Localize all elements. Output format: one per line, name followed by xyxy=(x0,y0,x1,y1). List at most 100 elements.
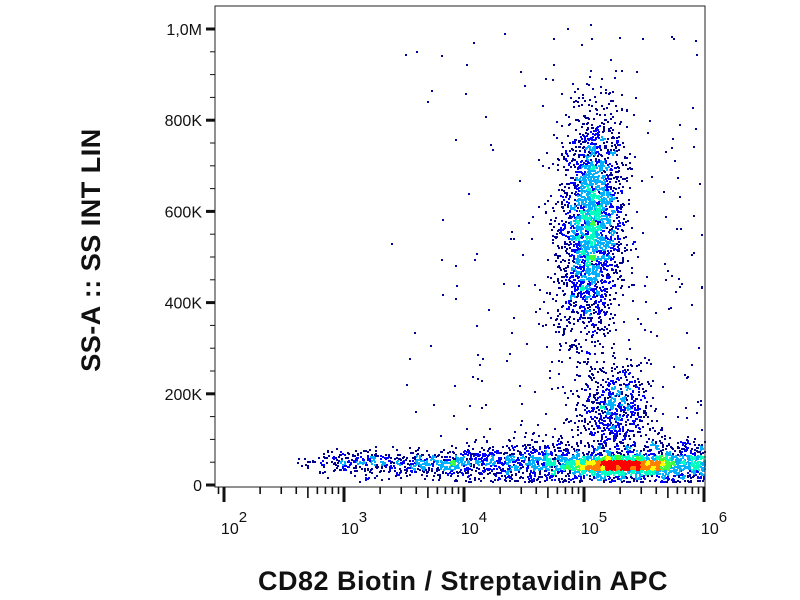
event-point xyxy=(581,266,583,268)
event-point xyxy=(553,134,555,136)
event-point xyxy=(615,269,617,271)
event-point xyxy=(575,191,577,193)
event-point xyxy=(564,316,566,318)
event-point xyxy=(590,289,592,291)
event-point xyxy=(409,467,411,469)
event-point xyxy=(497,479,499,481)
event-point xyxy=(594,341,596,343)
event-point xyxy=(585,312,587,314)
event-point xyxy=(609,181,611,183)
event-point xyxy=(518,469,520,471)
event-point xyxy=(565,450,567,452)
event-point xyxy=(607,157,609,159)
event-point xyxy=(621,450,623,452)
event-point xyxy=(552,458,554,460)
event-point xyxy=(554,449,556,451)
event-point xyxy=(616,154,618,156)
event-point xyxy=(566,282,568,284)
event-point xyxy=(662,444,664,446)
event-point xyxy=(595,239,597,241)
event-point xyxy=(639,475,641,477)
event-point xyxy=(571,239,573,241)
event-point xyxy=(629,153,631,155)
event-point xyxy=(481,473,483,475)
event-point xyxy=(617,192,619,194)
event-point xyxy=(628,339,630,341)
event-point xyxy=(575,273,577,275)
event-point xyxy=(527,476,529,478)
event-point xyxy=(309,461,311,463)
event-point xyxy=(573,305,575,307)
event-point xyxy=(398,458,400,460)
event-point xyxy=(359,481,361,483)
event-point xyxy=(624,448,626,450)
event-point xyxy=(614,192,616,194)
event-point xyxy=(570,207,572,209)
event-point xyxy=(561,203,563,205)
event-point xyxy=(618,474,620,476)
event-point xyxy=(581,196,583,198)
event-point xyxy=(568,202,570,204)
event-point xyxy=(627,168,629,170)
event-point xyxy=(595,108,597,110)
event-point xyxy=(572,235,574,237)
event-point xyxy=(603,123,605,125)
event-point xyxy=(583,292,585,294)
event-point xyxy=(694,452,696,454)
event-point xyxy=(656,473,658,475)
event-point xyxy=(563,276,565,278)
event-point xyxy=(581,237,583,239)
event-point xyxy=(572,182,574,184)
event-point xyxy=(557,255,559,257)
event-point xyxy=(599,221,601,223)
event-point xyxy=(508,447,510,449)
event-point xyxy=(625,214,627,216)
event-point xyxy=(331,461,333,463)
event-point xyxy=(583,206,585,208)
event-point xyxy=(681,473,683,475)
event-point xyxy=(600,322,602,324)
event-point xyxy=(574,289,576,291)
event-point xyxy=(507,455,509,457)
event-point xyxy=(565,419,567,421)
event-point xyxy=(598,131,600,133)
event-point xyxy=(549,477,551,479)
event-point xyxy=(323,466,325,468)
event-point xyxy=(615,167,617,169)
event-point xyxy=(578,343,580,345)
event-point xyxy=(595,324,597,326)
event-point xyxy=(596,260,598,262)
event-point xyxy=(592,166,594,168)
event-point xyxy=(623,237,625,239)
event-point xyxy=(625,236,627,238)
event-point xyxy=(594,193,596,195)
event-point xyxy=(610,59,612,61)
event-point xyxy=(621,252,623,254)
event-point xyxy=(564,241,566,243)
event-point xyxy=(565,221,567,223)
event-point xyxy=(620,176,622,178)
event-point xyxy=(513,453,515,455)
event-point xyxy=(547,276,549,278)
event-point xyxy=(618,244,620,246)
event-point xyxy=(560,435,562,437)
event-point xyxy=(580,228,582,230)
event-point xyxy=(460,453,462,455)
event-point xyxy=(574,209,576,211)
event-point xyxy=(399,468,401,470)
event-point xyxy=(652,439,654,441)
event-point xyxy=(561,306,563,308)
event-point xyxy=(577,257,579,259)
event-point xyxy=(601,205,603,207)
event-point xyxy=(591,212,593,214)
event-point xyxy=(597,189,599,191)
event-point xyxy=(356,457,358,459)
event-point xyxy=(494,461,496,463)
event-point xyxy=(505,477,507,479)
event-point xyxy=(428,454,430,456)
event-point xyxy=(596,167,598,169)
event-point xyxy=(598,250,600,252)
event-point xyxy=(572,260,574,262)
event-point xyxy=(563,454,565,456)
event-point xyxy=(459,471,461,473)
